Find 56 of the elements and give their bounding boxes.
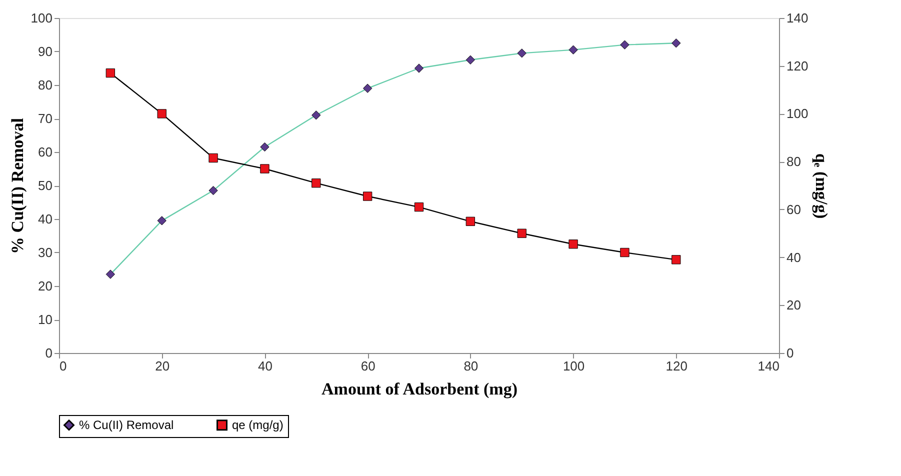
- point: [260, 164, 270, 174]
- point: [517, 228, 526, 238]
- y-axis-title: % Cu(II) Removal: [8, 118, 27, 254]
- y2-tick-label: 100: [786, 106, 808, 122]
- x-tick-label: 40: [258, 358, 272, 374]
- y2-tick-label: 40: [786, 250, 801, 265]
- legend-label: % Cu(II) Removal: [79, 418, 174, 432]
- point: [106, 270, 116, 279]
- x-tick-label: 140: [758, 358, 780, 374]
- point: [620, 40, 630, 50]
- point: [414, 64, 424, 73]
- x-tick-label: 60: [360, 358, 376, 374]
- legend-label: qe (mg/g): [232, 418, 284, 432]
- y-tick-label: 80: [38, 78, 52, 92]
- y2-axis-title: qₑ (mg/g): [812, 153, 832, 219]
- point: [157, 216, 166, 226]
- point: [157, 109, 166, 118]
- point: [208, 153, 218, 163]
- point: [466, 216, 476, 226]
- x-axis-title: Amount of Adsorbent (mg): [322, 380, 518, 398]
- y2-tick-label: 120: [786, 58, 808, 74]
- x-tick-label: 120: [666, 358, 688, 374]
- x-tick-label: 100: [562, 358, 585, 374]
- y-tick-label: 40: [38, 212, 52, 226]
- point: [414, 202, 424, 212]
- y-tick-label: 100: [30, 10, 52, 26]
- point: [568, 45, 578, 54]
- y-tick-label: 20: [38, 278, 52, 294]
- y-tick-label: 50: [38, 178, 52, 193]
- point: [312, 110, 321, 120]
- point: [312, 178, 321, 188]
- point: [672, 255, 681, 264]
- point: [517, 48, 526, 58]
- point: [620, 248, 630, 258]
- x-tick-label: 0: [60, 358, 67, 374]
- x-tick-label: 20: [155, 358, 170, 374]
- y-tick-label: 30: [38, 245, 52, 260]
- point: [466, 55, 476, 64]
- y-tick-label: 70: [38, 111, 52, 126]
- y-tick-label: 0: [45, 346, 52, 360]
- y-tick-label: 90: [38, 44, 52, 59]
- y2-tick-label: 0: [786, 346, 794, 360]
- point: [362, 192, 372, 201]
- y-tick-label: 60: [38, 144, 52, 160]
- point: [672, 38, 681, 48]
- point: [362, 84, 372, 93]
- x-tick-label: 80: [464, 358, 478, 374]
- y2-tick-label: 80: [786, 154, 801, 170]
- y2-tick-label: 20: [786, 298, 801, 313]
- point: [208, 186, 218, 196]
- point: [106, 68, 116, 78]
- y2-tick-label: 140: [786, 10, 808, 26]
- y-tick-label: 10: [38, 312, 52, 327]
- point: [260, 142, 270, 152]
- y2-tick-label: 60: [786, 202, 801, 217]
- point: [568, 240, 578, 249]
